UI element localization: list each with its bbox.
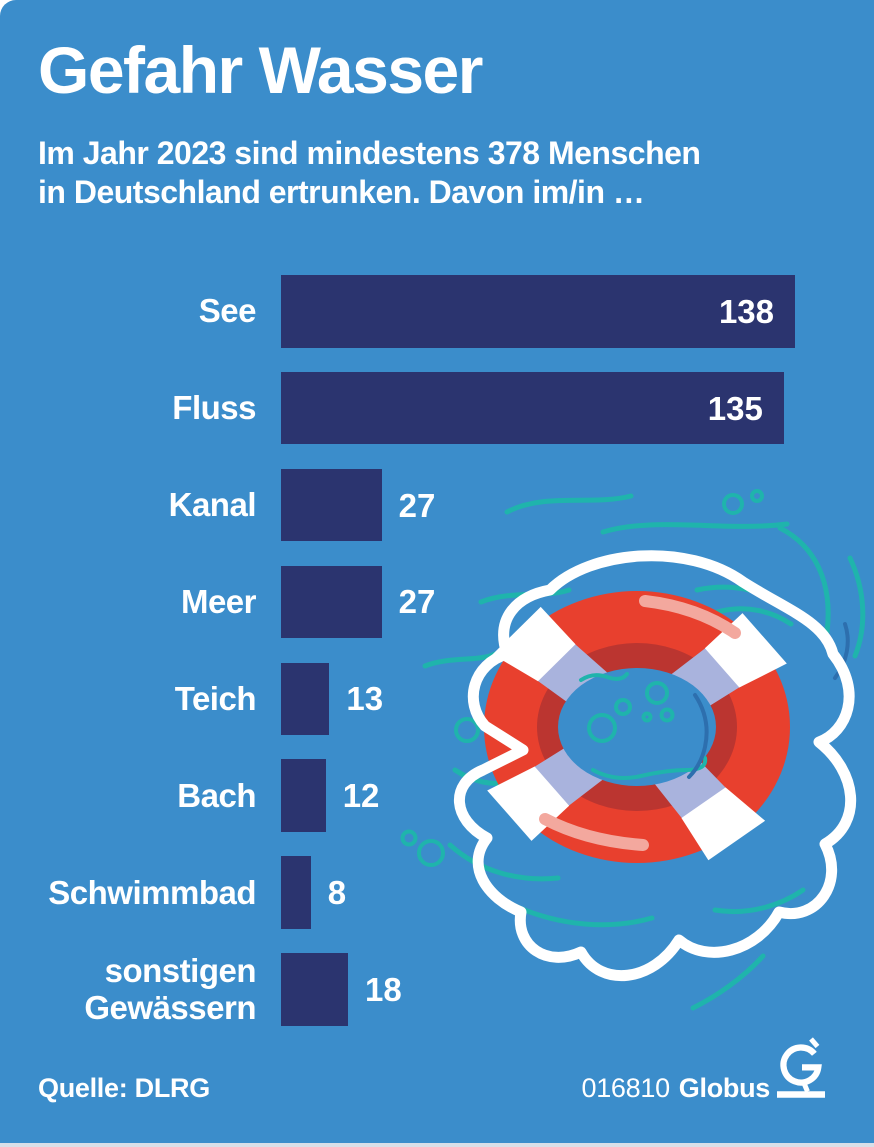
- bottom-border-strip: [0, 1143, 874, 1147]
- bar-row: Fluss 135: [38, 371, 838, 445]
- bar: [281, 953, 348, 1026]
- bar-value: 27: [398, 583, 436, 621]
- bar: 138: [281, 275, 795, 348]
- bar-value: 135: [707, 389, 763, 427]
- subtitle-line-2: in Deutschland ertrunken. Davon im/in …: [38, 174, 645, 210]
- bar: [281, 856, 311, 929]
- globus-logo-icon: [777, 1037, 825, 1098]
- bar: [281, 759, 326, 832]
- bar-label: sonstigen Gewässern: [84, 951, 256, 1027]
- bar-label: Teich: [174, 679, 257, 717]
- subtitle: Im Jahr 2023 sind mindestens 378 Mensche…: [38, 134, 701, 212]
- source-label: Quelle: DLRG: [38, 1073, 210, 1103]
- bar-label: Fluss: [172, 389, 256, 427]
- bar-label: Schwimmbad: [48, 873, 256, 911]
- bar-value: 13: [346, 680, 384, 718]
- page-title: Gefahr Wasser: [38, 33, 483, 107]
- bar: [281, 468, 382, 542]
- bar-label: Kanal: [168, 486, 257, 524]
- bar-row: Kanal 27: [38, 468, 838, 542]
- bar-label: Bach: [177, 776, 256, 814]
- bar-label: See: [198, 292, 257, 330]
- credit: 016810 Globus: [582, 1073, 771, 1104]
- bar-value: 8: [327, 874, 347, 912]
- bar-chart: See 138 Fluss 135 Kanal 27 Meer 27 Teich 13 Bach 12…: [38, 275, 838, 1050]
- bar-value: 138: [718, 292, 774, 330]
- subtitle-line-1: Im Jahr 2023 sind mindestens 378 Mensche…: [38, 135, 701, 171]
- bar: [281, 662, 330, 736]
- bar: 135: [281, 371, 784, 445]
- bar-row: sonstigen Gewässern 18: [38, 951, 838, 1027]
- bar-row: Meer 27: [38, 565, 838, 639]
- bar-row: Teich 13: [38, 662, 838, 736]
- bar-label: Meer: [180, 582, 257, 620]
- credit-number: 016810: [581, 1073, 671, 1103]
- credit-brand: Globus: [678, 1073, 771, 1103]
- bar-row: Bach 12: [38, 759, 838, 832]
- bar-value: 12: [342, 777, 380, 815]
- bar-value: 27: [398, 486, 436, 524]
- bar-row: Schwimmbad 8: [38, 856, 838, 929]
- bar: [281, 565, 382, 639]
- bar-row: See 138: [38, 275, 838, 348]
- bar-value: 18: [365, 970, 402, 1008]
